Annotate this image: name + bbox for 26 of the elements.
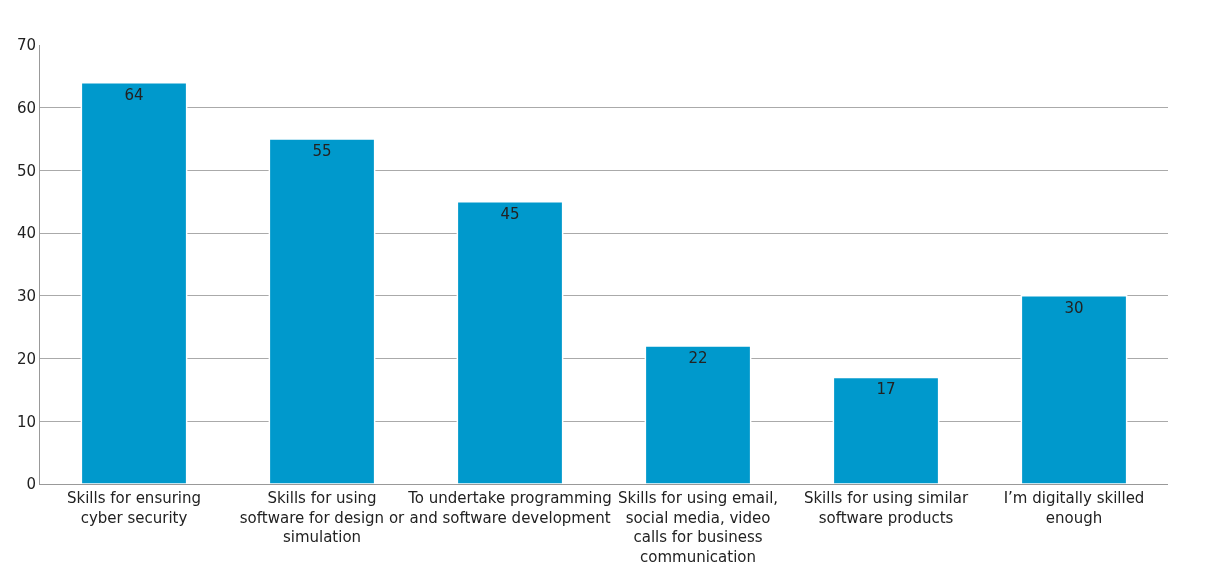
bar [80, 81, 188, 484]
data-label: 22 [688, 349, 708, 368]
y-tick-label: 50 [16, 161, 36, 180]
x-tick-label: Skills for using email, social media, video calls for business communication [617, 489, 779, 566]
bar [1020, 295, 1128, 484]
bar [456, 201, 564, 484]
x-tick-label: Skills for ensuring cyber security [66, 489, 202, 527]
data-label: 17 [876, 380, 896, 399]
data-label: 64 [124, 85, 144, 104]
y-tick-label: 70 [16, 36, 36, 55]
y-tick-label: 10 [16, 412, 36, 431]
data-label: 55 [312, 142, 332, 161]
data-label: 45 [500, 204, 520, 223]
x-tick-label: I’m digitally skilled enough [1003, 489, 1145, 527]
y-tick-label: 20 [16, 349, 36, 368]
bar [644, 345, 752, 484]
x-tick-label: To undertake programming and software development [407, 489, 612, 527]
y-tick-label: 40 [16, 224, 36, 243]
x-tick-label: Skills for using software for design or simulation [239, 489, 406, 546]
data-label: 30 [1064, 298, 1084, 317]
y-tick-label: 30 [16, 287, 36, 306]
y-tick-label: 60 [16, 98, 36, 117]
bar [832, 376, 940, 484]
x-tick-label: Skills for using similar software products [803, 489, 969, 527]
y-tick-label: 0 [26, 475, 36, 494]
bar [268, 138, 376, 484]
